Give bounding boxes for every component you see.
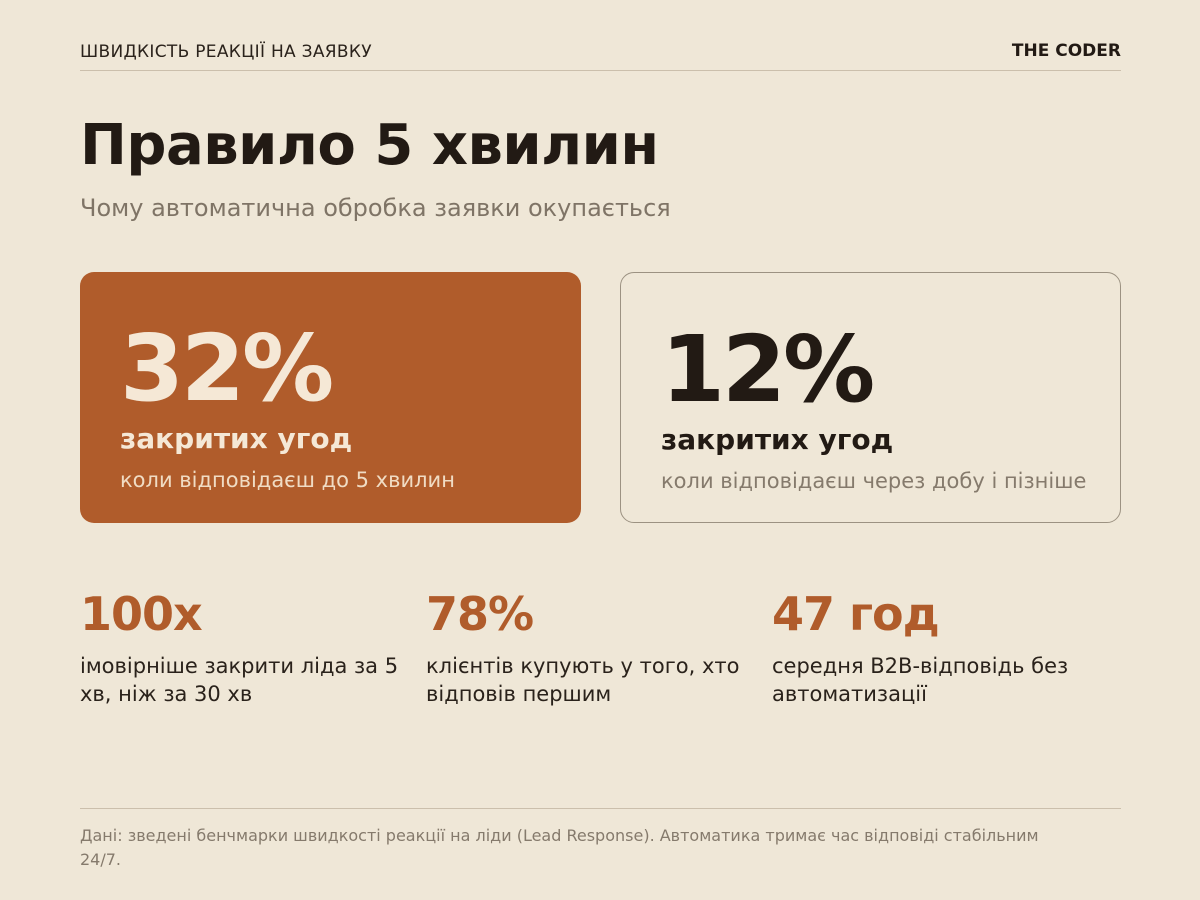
section-label: ШВИДКІСТЬ РЕАКЦІЇ НА ЗАЯВКУ <box>80 42 372 62</box>
stat-description: клієнтів купують у того, хто відповів пе… <box>426 654 740 706</box>
stat-item-likelihood: 100x імовірніше закрити ліда за 5 хв, ні… <box>80 586 400 708</box>
header-bar: ШВИДКІСТЬ РЕАКЦІЇ НА ЗАЯВКУ THE CODER <box>80 38 1121 71</box>
footnote: Дані: зведені бенчмарки швидкості реакці… <box>80 826 1039 869</box>
stat-item-b2b-average: 47 год середня B2B-відповідь без автомат… <box>772 586 1092 708</box>
stat-card-slow-response: 12% закритих угод коли відповідаєш через… <box>620 272 1121 523</box>
card-label: закритих угод <box>661 423 894 456</box>
card-value: 12% <box>661 316 875 423</box>
stat-value: 100x <box>80 587 203 641</box>
footer-divider <box>80 808 1121 809</box>
stat-value: 78% <box>426 587 534 641</box>
page-title: Правило 5 хвилин <box>80 113 659 178</box>
page-subtitle: Чому автоматична обробка заявки окупаєть… <box>80 194 671 222</box>
card-note: коли відповідаєш через добу і пізніше <box>661 469 1087 493</box>
stat-value: 47 год <box>772 587 940 641</box>
stat-description: імовірніше закрити ліда за 5 хв, ніж за … <box>80 654 399 706</box>
card-note: коли відповідаєш до 5 хвилин <box>120 468 455 492</box>
card-value: 32% <box>120 315 334 422</box>
stat-card-fast-response: 32% закритих угод коли відповідаєш до 5 … <box>80 272 581 523</box>
brand-logo: THE CODER <box>1011 41 1121 61</box>
card-label: закритих угод <box>120 422 353 455</box>
stat-item-first-responder: 78% клієнтів купують у того, хто відпові… <box>426 586 746 708</box>
stat-description: середня B2B-відповідь без автоматизації <box>772 654 1069 706</box>
